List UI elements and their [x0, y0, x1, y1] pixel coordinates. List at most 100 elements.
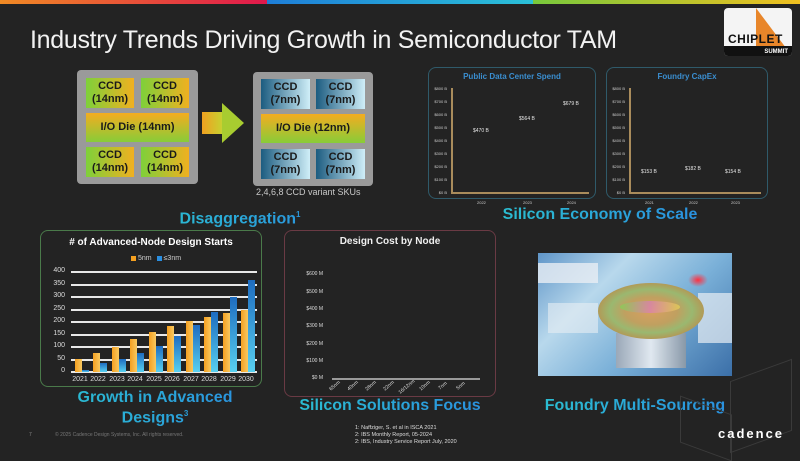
caption-disaggregation: Disaggregation1	[140, 207, 340, 227]
x-axis	[629, 192, 761, 194]
logo-text: CHIPLET	[728, 32, 783, 46]
reference: 1: Naffziger, S. et al in ISCA 2021	[355, 425, 437, 431]
bar-3nm-2029	[230, 296, 237, 372]
bar-3nm-2025	[156, 346, 163, 372]
x-label: 2030	[238, 376, 254, 383]
x-label: 2028	[201, 376, 217, 383]
package-after: CCD (7nm) CCD (7nm) I/O Die (12nm) CCD (7nm…	[253, 72, 373, 186]
ccd-7nm-top-right: CCD (7nm)	[316, 79, 365, 109]
y-axis	[451, 88, 453, 193]
y-tick: 100	[53, 342, 65, 349]
bars	[71, 271, 257, 372]
caption-foundry: Foundry Multi-Sourcing	[530, 398, 740, 414]
ccd-node: (14nm)	[146, 93, 184, 105]
ccd-node: (7nm)	[325, 164, 356, 176]
gridline	[71, 283, 257, 286]
ccd-label: CCD	[273, 151, 298, 163]
bar-3nm-2022	[100, 363, 107, 372]
y-tick: $100 B	[434, 177, 447, 182]
slide-title: Industry Trends Driving Growth in Semico…	[30, 26, 617, 54]
photo-machine-part	[538, 263, 598, 283]
bar-3nm-2026	[174, 336, 181, 372]
y-tick: $400 M	[306, 306, 323, 312]
io-die-label: I/O Die (12nm)	[276, 122, 350, 134]
value-label: $182 B	[685, 166, 701, 172]
ccd-14nm-top-left: CCD (14nm)	[86, 78, 134, 108]
bar-5nm-2029	[223, 313, 230, 372]
stripe-segment-green	[533, 0, 800, 4]
value-label: $679 B	[563, 101, 579, 107]
bar-5nm-2026	[167, 326, 174, 372]
y-tick: $500 M	[306, 289, 323, 295]
x-label: 2022	[689, 200, 698, 205]
bar-3nm-2021	[82, 369, 89, 372]
y-tick: $200 B	[612, 164, 625, 169]
x-label: 2023	[523, 200, 532, 205]
package-before: CCD (14nm) CCD (14nm) I/O Die (14nm) CCD (1…	[77, 70, 198, 184]
legend-label: 5nm	[138, 255, 152, 262]
x-label: 2022	[477, 200, 486, 205]
y-tick: $200 B	[434, 164, 447, 169]
y-tick: $500 B	[434, 125, 447, 130]
value-label: $154 B	[725, 169, 741, 175]
bar-5nm-2022	[93, 353, 100, 372]
ccd-node: (14nm)	[146, 162, 184, 174]
y-tick: $400 B	[612, 138, 625, 143]
x-label: 2025	[146, 376, 162, 383]
footnote-ref: 1	[296, 210, 301, 219]
gridline	[71, 358, 257, 361]
ccd-14nm-bottom-right: CCD (14nm)	[141, 147, 189, 177]
ccd-node: (14nm)	[91, 162, 129, 174]
x-label: 2021	[72, 376, 88, 383]
legend-label: ≤3nm	[163, 255, 182, 262]
references: 1: Naffziger, S. et al in ISCA 2021 2: I…	[355, 425, 457, 446]
chart-title: Foundry CapEx	[657, 72, 717, 81]
y-tick: $600 B	[434, 112, 447, 117]
chiplet-summit-logo: CHIPLET SUMMIT	[724, 8, 792, 56]
y-tick: 250	[53, 304, 65, 312]
bar-5nm-2021	[75, 359, 82, 372]
bar-5nm-2024	[130, 339, 137, 372]
cadence-logo: cadence	[718, 426, 785, 441]
chart-title: Design Cost by Node	[339, 236, 441, 247]
x-label: 2021	[645, 200, 654, 205]
bar-3nm-2027	[193, 325, 200, 372]
bar-3nm-2028	[211, 311, 218, 372]
gridline	[71, 321, 257, 323]
x-axis	[451, 192, 589, 194]
gridline	[71, 296, 257, 298]
copyright: © 2025 Cadence Design Systems, Inc. All …	[55, 432, 184, 438]
variant-note: 2,4,6,8 CCD variant SKUs	[256, 187, 361, 197]
brand-stripe	[0, 0, 800, 4]
x-label: 2029	[220, 376, 236, 383]
caption-silicon-solutions: Silicon Solutions Focus	[285, 398, 495, 414]
bar-5nm-2023	[112, 346, 119, 372]
x-label: 16/12nm	[397, 378, 417, 396]
bar-5nm-2028	[204, 316, 211, 372]
caption-silicon-economy: Silicon Economy of Scale	[490, 207, 710, 223]
ccd-14nm-bottom-left: CCD (14nm)	[86, 147, 134, 177]
y-tick: 150	[53, 329, 65, 337]
y-tick: $0 B	[616, 190, 625, 195]
arrow-shaft	[202, 112, 222, 134]
gridline	[71, 333, 257, 336]
ccd-label: CCD	[153, 80, 177, 92]
gridline	[71, 308, 257, 311]
reference: 2: IBS Monthly Report, 05-2024	[355, 432, 433, 438]
y-tick: $800 B	[612, 86, 625, 91]
ccd-node: (7nm)	[270, 164, 301, 176]
x-axis	[332, 378, 480, 380]
gridline	[71, 371, 257, 373]
ccd-label: CCD	[98, 149, 122, 161]
y-tick: $400 B	[434, 138, 447, 143]
y-tick: $0 B	[438, 190, 447, 195]
logo-subtext: SUMMIT	[764, 49, 788, 55]
y-tick: $800 B	[434, 86, 447, 91]
chart-legend: 5nm ≤3nm	[131, 255, 181, 262]
footnote-ref: 3	[183, 409, 189, 418]
y-tick: $300 B	[612, 151, 625, 156]
x-label: 2022	[90, 376, 106, 383]
io-die-12nm: I/O Die (12nm)	[261, 114, 365, 143]
bar-3nm-2023	[119, 359, 126, 372]
ccd-7nm-bottom-left: CCD (7nm)	[261, 149, 310, 179]
